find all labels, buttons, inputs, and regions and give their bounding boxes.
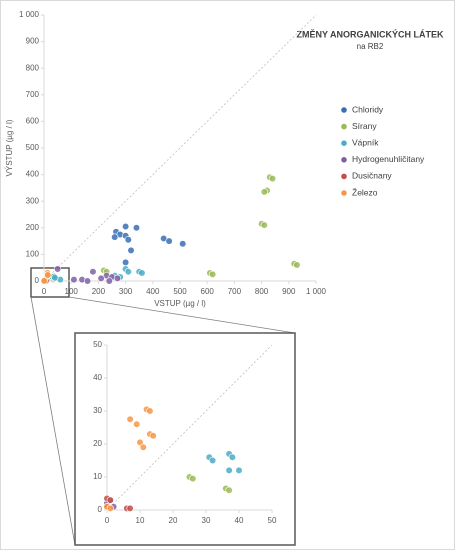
legend-label: Vápník xyxy=(352,137,379,147)
point xyxy=(121,258,130,266)
legend-marker xyxy=(341,173,347,180)
x-tick-label: 10 xyxy=(136,516,145,525)
point xyxy=(89,268,97,276)
y-tick-label: 10 xyxy=(93,472,102,481)
y-tick-label: 0 xyxy=(98,505,103,514)
point xyxy=(126,415,134,423)
x-tick-label: 700 xyxy=(228,287,242,296)
y-tick-label: 400 xyxy=(26,170,40,179)
x-tick-label: 400 xyxy=(146,287,160,296)
x-tick-label: 800 xyxy=(255,287,269,296)
y-tick-label: 50 xyxy=(93,340,102,349)
legend-label: Železo xyxy=(352,187,378,197)
chart-title: ZMĚNY ANORGANICKÝCH LÁTEK xyxy=(296,28,444,39)
point xyxy=(225,466,233,475)
y-tick-label: 20 xyxy=(93,439,102,448)
point xyxy=(83,277,92,285)
y-tick-label: 800 xyxy=(26,63,40,72)
legend-marker xyxy=(341,123,347,130)
legend-marker xyxy=(341,140,347,146)
legend-label: Hydrogenuhličitany xyxy=(352,154,425,164)
legend-label: Chloridy xyxy=(352,104,384,114)
point xyxy=(127,246,135,255)
point xyxy=(228,453,236,461)
point xyxy=(133,420,141,428)
y-tick-label: 200 xyxy=(26,223,40,232)
y-tick-label: 30 xyxy=(93,406,102,415)
point xyxy=(106,504,114,512)
y-tick-label: 700 xyxy=(26,90,40,99)
point xyxy=(40,277,48,285)
x-tick-label: 0 xyxy=(105,516,110,525)
x-tick-label: 100 xyxy=(65,287,79,296)
point xyxy=(44,271,52,279)
point xyxy=(51,274,59,282)
point xyxy=(260,221,268,229)
point xyxy=(149,432,157,440)
point xyxy=(70,276,78,284)
y-tick-label: 300 xyxy=(26,196,40,205)
point xyxy=(165,237,173,245)
point xyxy=(260,188,268,196)
point xyxy=(121,222,130,231)
point xyxy=(209,456,217,465)
y-tick-label: 1 000 xyxy=(19,10,40,19)
chart-subtitle: na RB2 xyxy=(357,42,384,51)
y-tick-label: 500 xyxy=(26,143,40,152)
y-tick-label: 100 xyxy=(26,250,40,259)
point xyxy=(146,407,154,415)
point xyxy=(136,438,144,446)
point xyxy=(106,496,114,504)
point xyxy=(97,274,105,282)
point xyxy=(132,224,141,232)
legend-marker xyxy=(341,157,347,163)
x-tick-label: 30 xyxy=(202,516,211,525)
point xyxy=(124,236,132,244)
point xyxy=(225,486,233,494)
x-tick-label: 20 xyxy=(169,516,178,525)
x-axis-label: VSTUP (µg / l) xyxy=(154,299,206,308)
point xyxy=(268,174,277,183)
y-tick-label: 0 xyxy=(35,276,40,285)
point xyxy=(189,475,197,483)
y-tick-label: 40 xyxy=(93,373,102,382)
legend-label: Sírany xyxy=(352,121,377,131)
point xyxy=(139,443,147,451)
point xyxy=(113,274,122,282)
point xyxy=(105,277,113,285)
x-tick-label: 500 xyxy=(173,287,187,296)
x-tick-label: 900 xyxy=(282,287,296,296)
diagonal xyxy=(106,344,273,511)
y-axis-label: VÝSTUP (µg / l) xyxy=(5,119,14,176)
point xyxy=(179,240,187,248)
point xyxy=(124,268,132,276)
x-tick-label: 1 000 xyxy=(306,287,327,296)
zoom-box xyxy=(30,267,70,298)
x-tick-label: 600 xyxy=(201,287,215,296)
point xyxy=(126,504,134,512)
zoom-connector xyxy=(30,296,76,546)
x-tick-label: 0 xyxy=(42,287,47,296)
legend-marker xyxy=(341,190,347,196)
point xyxy=(111,233,119,241)
x-tick-label: 200 xyxy=(92,287,106,296)
diagonal xyxy=(43,14,317,282)
legend-marker xyxy=(341,107,347,113)
point xyxy=(235,466,243,475)
point xyxy=(138,269,146,277)
y-tick-label: 600 xyxy=(26,117,40,126)
zoom-connector xyxy=(68,296,296,334)
x-tick-label: 40 xyxy=(235,516,244,525)
legend-label: Dusičnany xyxy=(352,171,392,181)
x-tick-label: 50 xyxy=(268,516,277,525)
point xyxy=(293,261,301,269)
y-tick-label: 900 xyxy=(26,37,40,46)
point xyxy=(209,270,217,278)
x-tick-label: 300 xyxy=(119,287,133,296)
inset-frame xyxy=(74,332,296,546)
point xyxy=(53,265,62,273)
